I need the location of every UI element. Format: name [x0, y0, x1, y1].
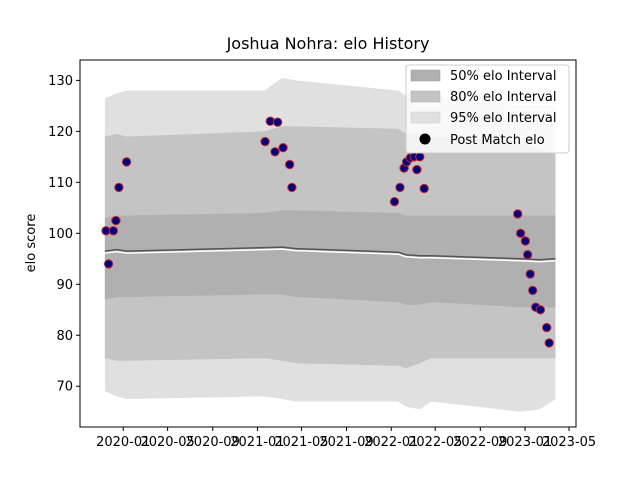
legend-box: [405, 64, 570, 154]
data-point-8: [270, 147, 280, 157]
legend: 50% elo Interval 80% elo Interval 95% el…: [405, 64, 570, 154]
data-point-2: [108, 226, 119, 236]
y-tick-label-100: 100: [48, 227, 73, 242]
data-point-9: [272, 117, 283, 127]
x-tick-label-1: 2020-05: [140, 435, 194, 450]
x-tick-label-9: 2023-01: [498, 435, 552, 450]
legend-marker-points: [419, 133, 431, 145]
data-point-5: [121, 157, 132, 167]
legend-label-50: 50% elo Interval: [450, 69, 557, 84]
data-point-19: [412, 164, 422, 175]
interval-bands: [104, 77, 556, 412]
y-tick-label-90: 90: [56, 278, 73, 293]
x-tick-label-0: 2020-01: [96, 435, 150, 450]
data-point-11: [285, 159, 295, 170]
x-tick-label-3: 2021-01: [230, 435, 284, 450]
mean-line-highlight: [104, 248, 556, 263]
mean-line: [104, 246, 556, 261]
data-point-10: [278, 143, 288, 153]
data-point-25: [522, 250, 533, 260]
y-axis-label: elo score: [24, 214, 39, 273]
y-tick-label-70: 70: [56, 380, 73, 395]
x-tick-label-4: 2021-05: [274, 435, 328, 450]
plot-frame: [79, 59, 577, 428]
data-point-29: [535, 305, 546, 315]
data-point-3: [111, 215, 121, 226]
x-tick-label-7: 2022-05: [408, 435, 462, 450]
legend-swatch-50: [410, 69, 441, 82]
y-tick-label-130: 130: [48, 74, 73, 89]
x-tick-label-10: 2023-05: [542, 435, 596, 450]
data-point-20: [415, 152, 425, 162]
data-point-30: [542, 322, 552, 333]
legend-swatch-80: [410, 90, 441, 103]
x-tick-label-8: 2022-09: [453, 435, 507, 450]
data-point-23: [515, 228, 526, 239]
y-tick-label-80: 80: [56, 329, 73, 344]
legend-swatch-95: [410, 111, 441, 124]
post-match-points: [101, 116, 554, 348]
data-point-31: [544, 338, 554, 348]
x-tick-label-6: 2022-01: [364, 435, 418, 450]
data-point-1: [103, 259, 114, 269]
y-axis: 70 80 90 100 110 120 130: [48, 74, 80, 395]
median-lines: [104, 246, 556, 263]
data-point-24: [520, 236, 531, 246]
legend-label-80: 80% elo Interval: [450, 90, 557, 105]
x-tick-label-2: 2020-09: [186, 435, 240, 450]
x-tick-label-5: 2021-09: [319, 435, 373, 450]
data-point-22: [513, 209, 523, 219]
band-50: [104, 210, 556, 308]
data-point-26: [525, 269, 535, 279]
data-point-27: [528, 285, 538, 296]
data-point-12: [287, 182, 297, 193]
x-axis: 2020-012020-052020-092021-012021-052021-…: [96, 427, 596, 450]
y-tick-label-110: 110: [48, 176, 73, 191]
y-tick-label-120: 120: [48, 125, 73, 140]
data-point-21: [419, 183, 429, 194]
legend-label-95: 95% elo Interval: [450, 111, 557, 126]
data-point-4: [114, 182, 124, 193]
data-point-6: [260, 136, 270, 147]
data-point-13: [389, 197, 400, 207]
chart-title: Joshua Nohra: elo History: [226, 34, 430, 53]
data-point-14: [395, 182, 405, 193]
legend-label-points: Post Match elo: [450, 133, 545, 148]
